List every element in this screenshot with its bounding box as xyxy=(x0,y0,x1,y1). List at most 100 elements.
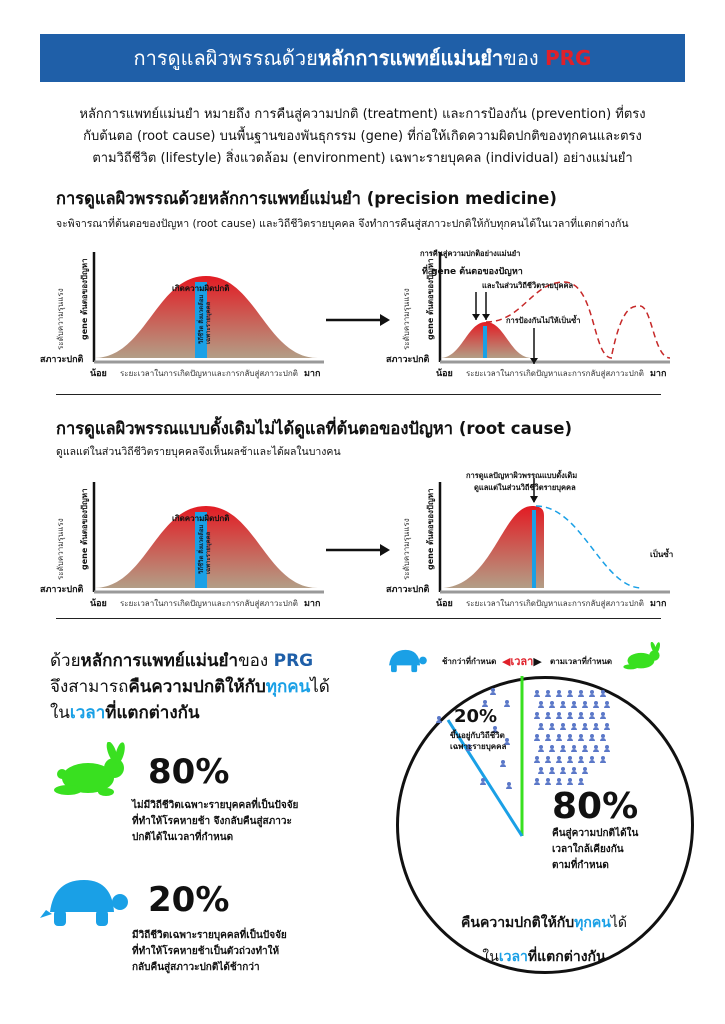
annotation-text: และในส่วนวิถีชีวิตรายบุคคล xyxy=(482,281,574,290)
annotation-text: การป้องกันไม่ให้เป็นซ้ำ xyxy=(506,316,581,325)
rabbit-icon xyxy=(48,741,132,804)
curve-diagram xyxy=(92,482,324,594)
person-icon xyxy=(538,723,544,731)
person-icon xyxy=(567,756,573,764)
lifestyle-band xyxy=(532,510,536,588)
person-icon xyxy=(549,723,555,731)
person-icon xyxy=(600,734,606,742)
arrowhead xyxy=(482,314,490,320)
x-axis-label: ระยะเวลาในการเกิดปัญหาและการกลับสู่สภาวะ… xyxy=(120,369,298,378)
dashed-curve xyxy=(485,281,613,359)
annotation-text: การดูแลปัญหาผิวพรรณแบบดั้งเดิม xyxy=(466,471,578,480)
banner-middle: ของ xyxy=(503,46,539,70)
person-icon xyxy=(556,690,562,698)
half-curve xyxy=(440,506,544,588)
arrowhead xyxy=(472,314,480,320)
circle-80-value: 80% xyxy=(552,786,639,827)
curve-diagram xyxy=(92,252,324,364)
intro-line: กับต้นตอ (root cause) บนพื้นฐานของพันธุก… xyxy=(83,129,642,144)
x-axis-less: น้อย xyxy=(436,369,453,379)
person-icon xyxy=(578,778,584,786)
person-icon xyxy=(504,700,510,708)
person-icon xyxy=(567,734,573,742)
person-icon xyxy=(534,756,540,764)
x-axis-label: ระยะเวลาในการเกิดปัญหาและการกลับสู่สภาวะ… xyxy=(466,369,644,378)
person-icon xyxy=(556,712,562,720)
person-icon xyxy=(538,767,544,775)
circle-80-desc: คืนสู่ความปกติได้ใน เวลาใกล้เคียงกัน ตามที… xyxy=(552,828,639,871)
people-dots xyxy=(396,660,696,980)
lifestyle-band-label: วิถีชีวิต สิ่งแวดล้อม เฉพาะรายบุคคล xyxy=(198,294,212,344)
person-icon xyxy=(534,734,540,742)
circle-20-value: 20% xyxy=(454,706,498,727)
x-axis-label: ระยะเวลาในการเกิดปัญหาและการกลับสู่สภาวะ… xyxy=(466,599,644,608)
section1-title: การดูแลผิวพรรณด้วยหลักการแพทย์แม่นยำ (pr… xyxy=(56,189,557,208)
arrow-right-icon xyxy=(326,542,390,561)
person-icon xyxy=(589,712,595,720)
chart-after-precision: ระดับความรุนแรง gene ต้นตอของปัญหา สภาวะปก… xyxy=(382,240,682,380)
person-icon xyxy=(545,756,551,764)
person-icon xyxy=(571,701,577,709)
stat-80-value: 80% xyxy=(148,752,230,792)
x-axis-more: มาก xyxy=(304,599,321,609)
person-icon xyxy=(538,745,544,753)
curve-diagram xyxy=(438,252,671,364)
arrowhead xyxy=(530,496,538,503)
baseline-label: สภาวะปกติ xyxy=(40,355,84,365)
y-axis-label: ระดับความรุนแรง xyxy=(56,288,65,350)
person-icon xyxy=(582,723,588,731)
person-icon xyxy=(436,716,442,724)
person-icon xyxy=(578,712,584,720)
section1-subtitle: จะพิจารณาที่ต้นตอของปัญหา (root cause) แ… xyxy=(56,218,629,230)
turtle-icon xyxy=(40,872,130,938)
summary-statement: ด้วยหลักการแพทย์แม่นยำของ PRG จึงสามารถค… xyxy=(50,651,330,723)
person-icon xyxy=(567,690,573,698)
baseline-label: สภาวะปกติ xyxy=(40,585,84,595)
person-icon xyxy=(589,690,595,698)
circle-20-desc: ขึ้นอยู่กับวิถีชีวิต เฉพาะรายบุคคล xyxy=(450,731,507,751)
annotation-text: การคืนสู่ความปกติอย่างแม่นยำ xyxy=(420,249,521,258)
intro-paragraph: หลักการแพทย์แม่นยำ หมายถึง การคืนสู่ความ… xyxy=(28,104,697,170)
circle-divider-lines xyxy=(446,676,524,837)
person-icon xyxy=(534,690,540,698)
x-axis-more: มาก xyxy=(650,369,667,379)
annotation-text: ดูแลแต่ในส่วนวิถีชีวิตรายบุคคล xyxy=(474,483,576,492)
stat-20-value: 20% xyxy=(148,880,230,920)
person-icon xyxy=(534,778,540,786)
chart-after-traditional: ระดับความรุนแรง gene ต้นตอของปัญหา สภาวะปก… xyxy=(382,470,682,610)
person-icon xyxy=(582,745,588,753)
rabbit-icon xyxy=(620,641,664,676)
gene-axis-label: gene ต้นตอของปัญหา xyxy=(80,488,89,570)
person-icon xyxy=(604,723,610,731)
person-icon xyxy=(593,701,599,709)
x-axis-less: น้อย xyxy=(436,599,453,609)
person-icon xyxy=(506,782,512,790)
person-icon xyxy=(556,734,562,742)
x-axis-more: มาก xyxy=(650,599,667,609)
dashed-curve xyxy=(535,505,643,589)
baseline-label: สภาวะปกติ xyxy=(386,585,430,595)
person-icon xyxy=(589,756,595,764)
slower-label: ช้ากว่าที่กำหนด xyxy=(442,657,497,666)
dashed-curve xyxy=(611,305,671,359)
person-icon xyxy=(578,756,584,764)
person-icon xyxy=(593,745,599,753)
person-icon xyxy=(538,701,544,709)
divider xyxy=(56,618,661,619)
person-icon xyxy=(504,738,510,746)
section2-title: การดูแลผิวพรรณแบบดั้งเดิมไม่ได้ดูแลที่ต้… xyxy=(56,419,573,438)
x-axis-more: มาก xyxy=(304,369,321,379)
lifestyle-band xyxy=(195,512,207,588)
person-icon xyxy=(549,767,555,775)
banner-prefix: การดูแลผิวพรรณด้วย xyxy=(133,46,318,70)
lifestyle-band xyxy=(483,326,487,358)
person-icon xyxy=(560,745,566,753)
person-icon xyxy=(500,760,506,768)
person-icon xyxy=(600,690,606,698)
peak-label: เกิดความผิดปกติ xyxy=(172,514,230,523)
person-icon xyxy=(604,701,610,709)
person-icon xyxy=(582,701,588,709)
x-axis-label: ระยะเวลาในการเกิดปัญหาและการกลับสู่สภาวะ… xyxy=(120,599,298,608)
person-icon xyxy=(556,778,562,786)
person-icon xyxy=(600,756,606,764)
